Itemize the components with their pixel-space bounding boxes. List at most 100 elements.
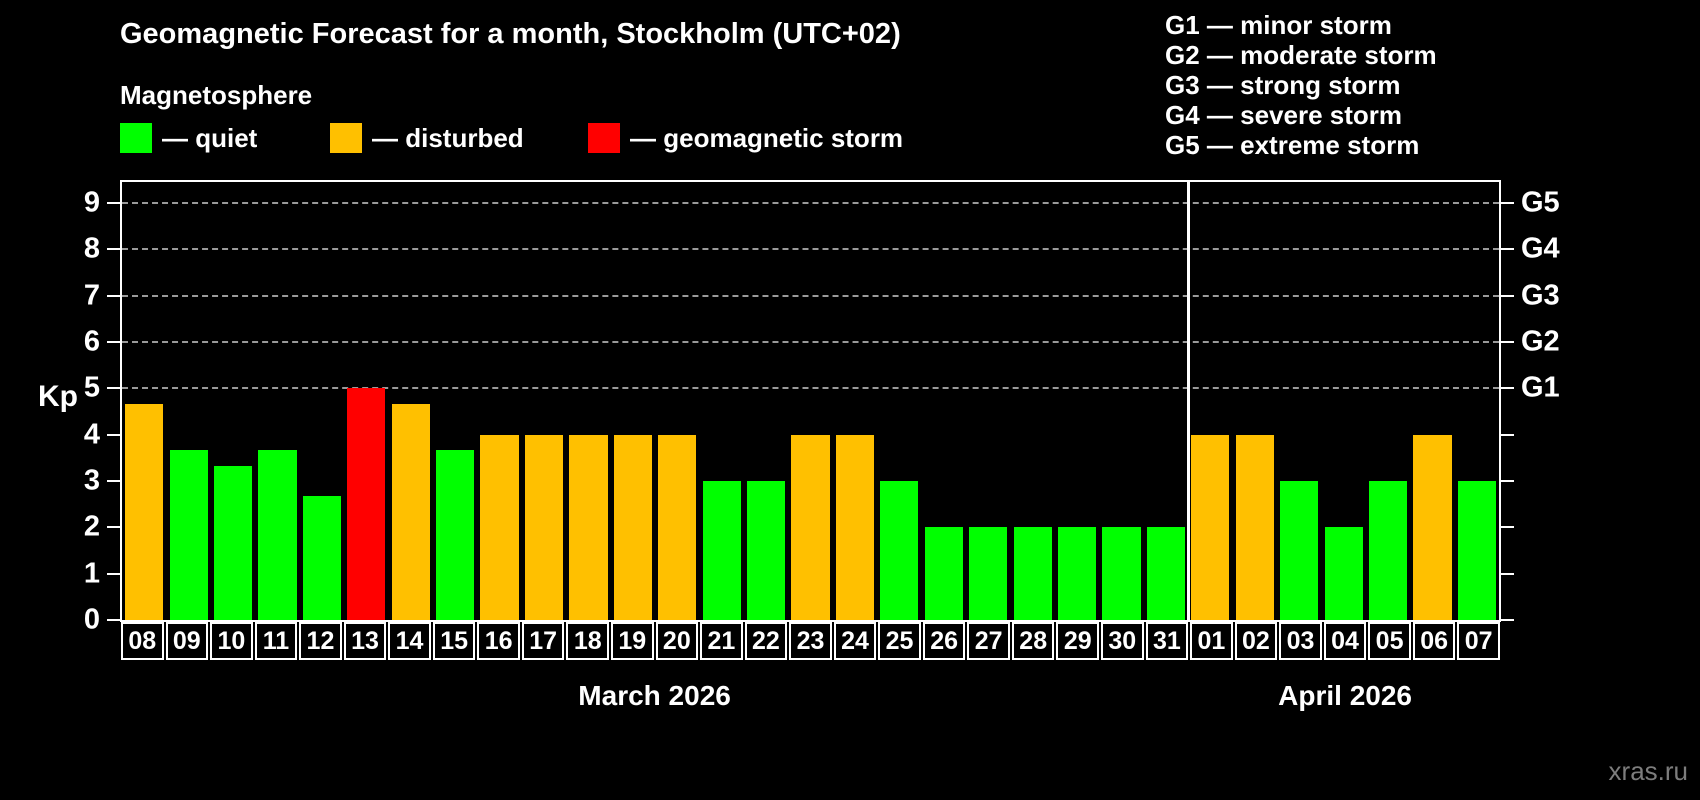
bar-slot-day-04 bbox=[1321, 182, 1365, 620]
y-axis-label-4: 4 bbox=[83, 418, 100, 451]
day-label-23: 23 bbox=[789, 622, 832, 660]
kp-bar-day-28 bbox=[1013, 527, 1052, 620]
day-label-08: 08 bbox=[121, 622, 164, 660]
bar-slot-day-09 bbox=[166, 182, 210, 620]
bar-slot-day-29 bbox=[1055, 182, 1099, 620]
y-axis-label-2: 2 bbox=[83, 510, 100, 543]
month-divider-line bbox=[1187, 182, 1191, 620]
y-axis-label-1: 1 bbox=[83, 557, 100, 590]
kp-bar-day-03 bbox=[1280, 480, 1319, 620]
g2-legend-line: G2 — moderate storm bbox=[1165, 40, 1437, 70]
bar-slot-day-03 bbox=[1277, 182, 1321, 620]
y-axis-label-7: 7 bbox=[83, 279, 100, 312]
bar-slot-day-23 bbox=[788, 182, 832, 620]
day-label-03: 03 bbox=[1279, 622, 1322, 660]
bar-slot-day-10 bbox=[211, 182, 255, 620]
bar-slot-day-25 bbox=[877, 182, 921, 620]
kp-bar-day-23 bbox=[791, 434, 830, 620]
month-label-april: April 2026 bbox=[1278, 680, 1412, 711]
kp-bar-day-18 bbox=[569, 434, 608, 620]
right-tick-kp5 bbox=[1501, 387, 1514, 390]
gridline-kp9 bbox=[122, 201, 1499, 204]
bar-slot-day-31 bbox=[1144, 182, 1188, 620]
kp-bar-day-09 bbox=[169, 449, 208, 620]
kp-bar-day-27 bbox=[969, 527, 1008, 620]
left-tick-kp6 bbox=[107, 340, 120, 343]
right-tick-kp0 bbox=[1501, 619, 1514, 621]
storm-color-swatch bbox=[588, 123, 620, 153]
y-axis-label-3: 3 bbox=[83, 464, 100, 497]
legend-item-storm: — geomagnetic storm bbox=[588, 122, 903, 154]
day-label-16: 16 bbox=[477, 622, 520, 660]
day-label-27: 27 bbox=[967, 622, 1010, 660]
bar-slot-day-18 bbox=[566, 182, 610, 620]
day-label-01: 01 bbox=[1190, 622, 1233, 660]
kp-bar-day-04 bbox=[1324, 527, 1363, 620]
day-label-30: 30 bbox=[1101, 622, 1144, 660]
day-label-29: 29 bbox=[1056, 622, 1100, 660]
g4-legend-line: G4 — severe storm bbox=[1165, 100, 1403, 130]
day-label-09: 09 bbox=[165, 622, 209, 660]
y-axis-label-6: 6 bbox=[83, 325, 100, 358]
day-label-19: 19 bbox=[611, 622, 654, 660]
day-label-row: 08 09 10 11 12 13 14 15 16 17 18 19 20 21 22 23 24 25 26 27… bbox=[120, 622, 1501, 660]
kp-bar-day-15 bbox=[436, 449, 475, 620]
y-axis-title: Kp bbox=[38, 380, 78, 413]
kp-bar-day-11 bbox=[258, 449, 297, 620]
g3-legend-line: G3 — strong storm bbox=[1165, 70, 1401, 100]
day-label-25: 25 bbox=[878, 622, 921, 660]
right-tick-kp8 bbox=[1501, 248, 1514, 251]
bar-slot-day-19 bbox=[611, 182, 655, 620]
day-label-20: 20 bbox=[655, 622, 699, 660]
month-label-march: March 2026 bbox=[578, 680, 731, 711]
bar-slot-day-20 bbox=[655, 182, 699, 620]
day-label-12: 12 bbox=[299, 622, 342, 660]
xras-watermark: xras.ru bbox=[1608, 756, 1688, 786]
right-tick-kp7 bbox=[1501, 294, 1514, 297]
day-label-21: 21 bbox=[700, 622, 743, 660]
kp-bar-day-10 bbox=[213, 465, 253, 620]
bar-slot-day-26 bbox=[922, 182, 966, 620]
kp-bar-day-02 bbox=[1235, 434, 1274, 620]
chart-title: Geomagnetic Forecast for a month, Stockh… bbox=[120, 18, 901, 50]
g-axis-label-g1: G1 bbox=[1521, 371, 1560, 404]
kp-bar-day-16 bbox=[480, 434, 519, 620]
quiet-color-swatch bbox=[120, 123, 152, 153]
bar-slot-day-15 bbox=[433, 182, 477, 620]
left-tick-kp0 bbox=[107, 619, 120, 621]
kp-bar-day-20 bbox=[658, 434, 697, 620]
bar-slot-day-14 bbox=[389, 182, 433, 620]
legend-item-disturbed: — disturbed bbox=[330, 122, 524, 154]
kp-bar-day-12 bbox=[302, 496, 341, 620]
right-tick-kp1 bbox=[1501, 572, 1514, 575]
kp-bar-day-01 bbox=[1191, 434, 1230, 620]
g-scale-legend: G1 — minor storm G2 — moderate storm G3 … bbox=[1165, 10, 1437, 160]
quiet-legend-label: — quiet bbox=[162, 122, 258, 153]
day-label-18: 18 bbox=[566, 622, 610, 660]
left-tick-kp2 bbox=[107, 526, 120, 529]
day-label-06: 06 bbox=[1412, 622, 1456, 660]
gridline-kp5 bbox=[122, 387, 1499, 390]
bar-slot-day-17 bbox=[522, 182, 566, 620]
g1-legend-line: G1 — minor storm bbox=[1165, 10, 1392, 40]
bar-slot-day-22 bbox=[744, 182, 788, 620]
right-tick-kp9 bbox=[1501, 201, 1514, 204]
magnetosphere-label: Magnetosphere bbox=[120, 80, 313, 110]
day-label-22: 22 bbox=[744, 622, 788, 660]
day-label-28: 28 bbox=[1011, 622, 1055, 660]
kp-bar-day-07 bbox=[1457, 480, 1496, 620]
day-label-10: 10 bbox=[210, 622, 253, 660]
left-tick-kp1 bbox=[107, 572, 120, 575]
legend-item-quiet: — quiet bbox=[120, 122, 257, 154]
kp-bar-day-14 bbox=[391, 403, 430, 620]
y-axis-label-0: 0 bbox=[83, 603, 100, 636]
kp-bar-day-25 bbox=[880, 480, 919, 620]
bar-slot-day-27 bbox=[966, 182, 1010, 620]
day-label-26: 26 bbox=[922, 622, 966, 660]
left-tick-kp3 bbox=[107, 479, 120, 482]
disturbed-color-swatch bbox=[330, 123, 362, 153]
right-tick-kp2 bbox=[1501, 526, 1514, 529]
day-label-02: 02 bbox=[1234, 622, 1278, 660]
g-axis-label-g3: G3 bbox=[1521, 279, 1560, 312]
bar-slot-day-11 bbox=[255, 182, 299, 620]
